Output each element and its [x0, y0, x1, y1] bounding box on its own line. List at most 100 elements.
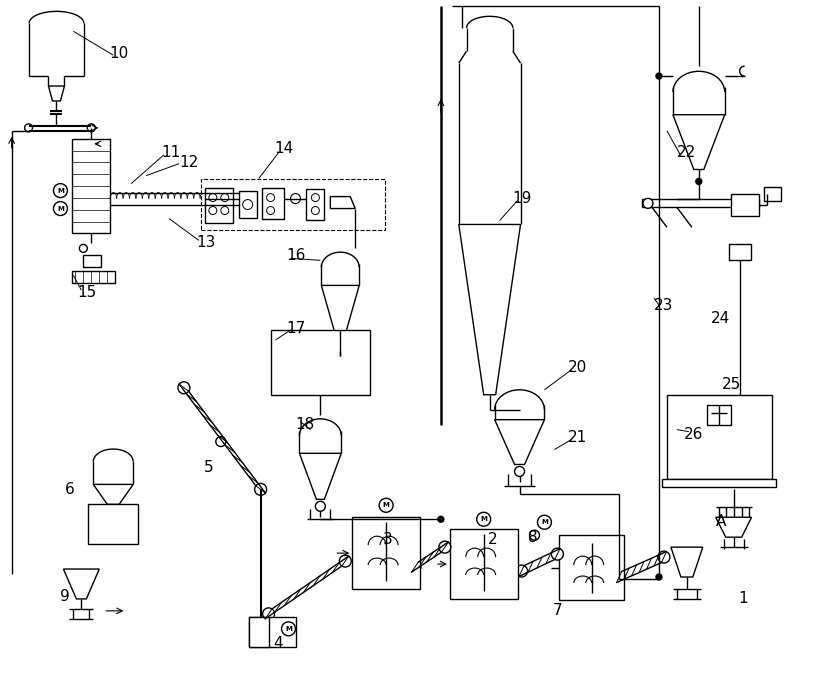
- Bar: [88, 504, 138, 544]
- Circle shape: [315, 502, 325, 511]
- Bar: [729, 244, 750, 260]
- Text: M: M: [57, 205, 64, 211]
- Text: 24: 24: [711, 310, 731, 325]
- Text: 19: 19: [512, 191, 532, 206]
- Bar: [667, 395, 771, 479]
- Text: 1: 1: [739, 591, 749, 606]
- Circle shape: [530, 530, 540, 540]
- Circle shape: [613, 571, 625, 583]
- Text: 5: 5: [204, 460, 214, 475]
- Text: 20: 20: [568, 360, 587, 375]
- Text: 15: 15: [78, 285, 97, 300]
- Text: 3: 3: [383, 532, 393, 547]
- Bar: [559, 535, 624, 600]
- Circle shape: [696, 178, 702, 184]
- Polygon shape: [495, 420, 545, 464]
- Circle shape: [516, 565, 527, 577]
- Circle shape: [335, 341, 346, 351]
- Text: 21: 21: [568, 430, 587, 445]
- Circle shape: [178, 382, 190, 394]
- Text: M: M: [382, 502, 390, 508]
- Polygon shape: [300, 454, 342, 500]
- Text: 16: 16: [287, 248, 306, 263]
- Bar: [261, 188, 283, 219]
- Bar: [708, 405, 731, 425]
- Bar: [205, 188, 233, 223]
- Text: 25: 25: [722, 377, 741, 392]
- Bar: [306, 188, 324, 221]
- Polygon shape: [321, 286, 360, 338]
- Text: M: M: [285, 626, 292, 632]
- Bar: [270, 330, 370, 395]
- Circle shape: [438, 516, 444, 522]
- Text: M: M: [57, 188, 64, 194]
- Bar: [72, 271, 115, 284]
- Bar: [84, 255, 102, 267]
- Polygon shape: [671, 547, 703, 577]
- Text: 8: 8: [527, 530, 537, 545]
- Text: M: M: [541, 519, 548, 525]
- Circle shape: [88, 124, 95, 132]
- Circle shape: [311, 207, 319, 215]
- Polygon shape: [716, 517, 752, 537]
- Text: 17: 17: [286, 321, 305, 335]
- Circle shape: [658, 551, 670, 563]
- Circle shape: [267, 207, 274, 215]
- Text: 13: 13: [197, 235, 215, 250]
- Polygon shape: [48, 86, 65, 101]
- Bar: [731, 194, 758, 216]
- Bar: [238, 190, 256, 219]
- Circle shape: [209, 194, 217, 202]
- Text: 2: 2: [488, 532, 497, 547]
- Circle shape: [656, 574, 662, 580]
- Text: A: A: [716, 514, 726, 529]
- Text: 4: 4: [274, 637, 283, 651]
- Circle shape: [25, 124, 33, 132]
- Circle shape: [537, 515, 551, 529]
- Text: 11: 11: [161, 145, 181, 160]
- Circle shape: [551, 548, 563, 560]
- Bar: [72, 139, 111, 234]
- Text: 9: 9: [60, 589, 70, 604]
- Bar: [352, 517, 420, 589]
- Polygon shape: [459, 225, 521, 395]
- Text: 6: 6: [65, 482, 75, 497]
- Circle shape: [221, 194, 229, 202]
- Circle shape: [263, 608, 274, 620]
- Circle shape: [643, 198, 653, 209]
- Bar: [249, 617, 296, 647]
- Circle shape: [209, 207, 217, 215]
- Bar: [642, 199, 758, 207]
- Bar: [763, 188, 781, 201]
- Circle shape: [282, 622, 296, 636]
- Polygon shape: [93, 485, 133, 504]
- Circle shape: [339, 555, 351, 567]
- Circle shape: [53, 202, 67, 215]
- Text: 10: 10: [110, 46, 129, 61]
- Circle shape: [267, 194, 274, 202]
- Circle shape: [379, 498, 393, 512]
- Bar: [249, 617, 269, 647]
- Circle shape: [221, 207, 229, 215]
- Circle shape: [53, 184, 67, 198]
- Bar: [450, 529, 518, 599]
- Text: 23: 23: [654, 298, 674, 313]
- Circle shape: [291, 194, 301, 204]
- Text: 22: 22: [677, 145, 696, 160]
- Text: 18: 18: [296, 417, 315, 432]
- Circle shape: [255, 483, 267, 495]
- Circle shape: [514, 466, 524, 477]
- Circle shape: [409, 561, 421, 573]
- Circle shape: [439, 541, 450, 553]
- Circle shape: [656, 73, 662, 79]
- Circle shape: [311, 194, 319, 202]
- Text: 14: 14: [274, 141, 293, 157]
- Polygon shape: [330, 196, 355, 209]
- Text: M: M: [480, 516, 487, 522]
- Bar: [662, 479, 776, 487]
- Polygon shape: [673, 115, 725, 169]
- Text: 26: 26: [684, 427, 704, 442]
- Circle shape: [215, 437, 226, 447]
- Text: 7: 7: [553, 603, 562, 618]
- Circle shape: [242, 200, 252, 209]
